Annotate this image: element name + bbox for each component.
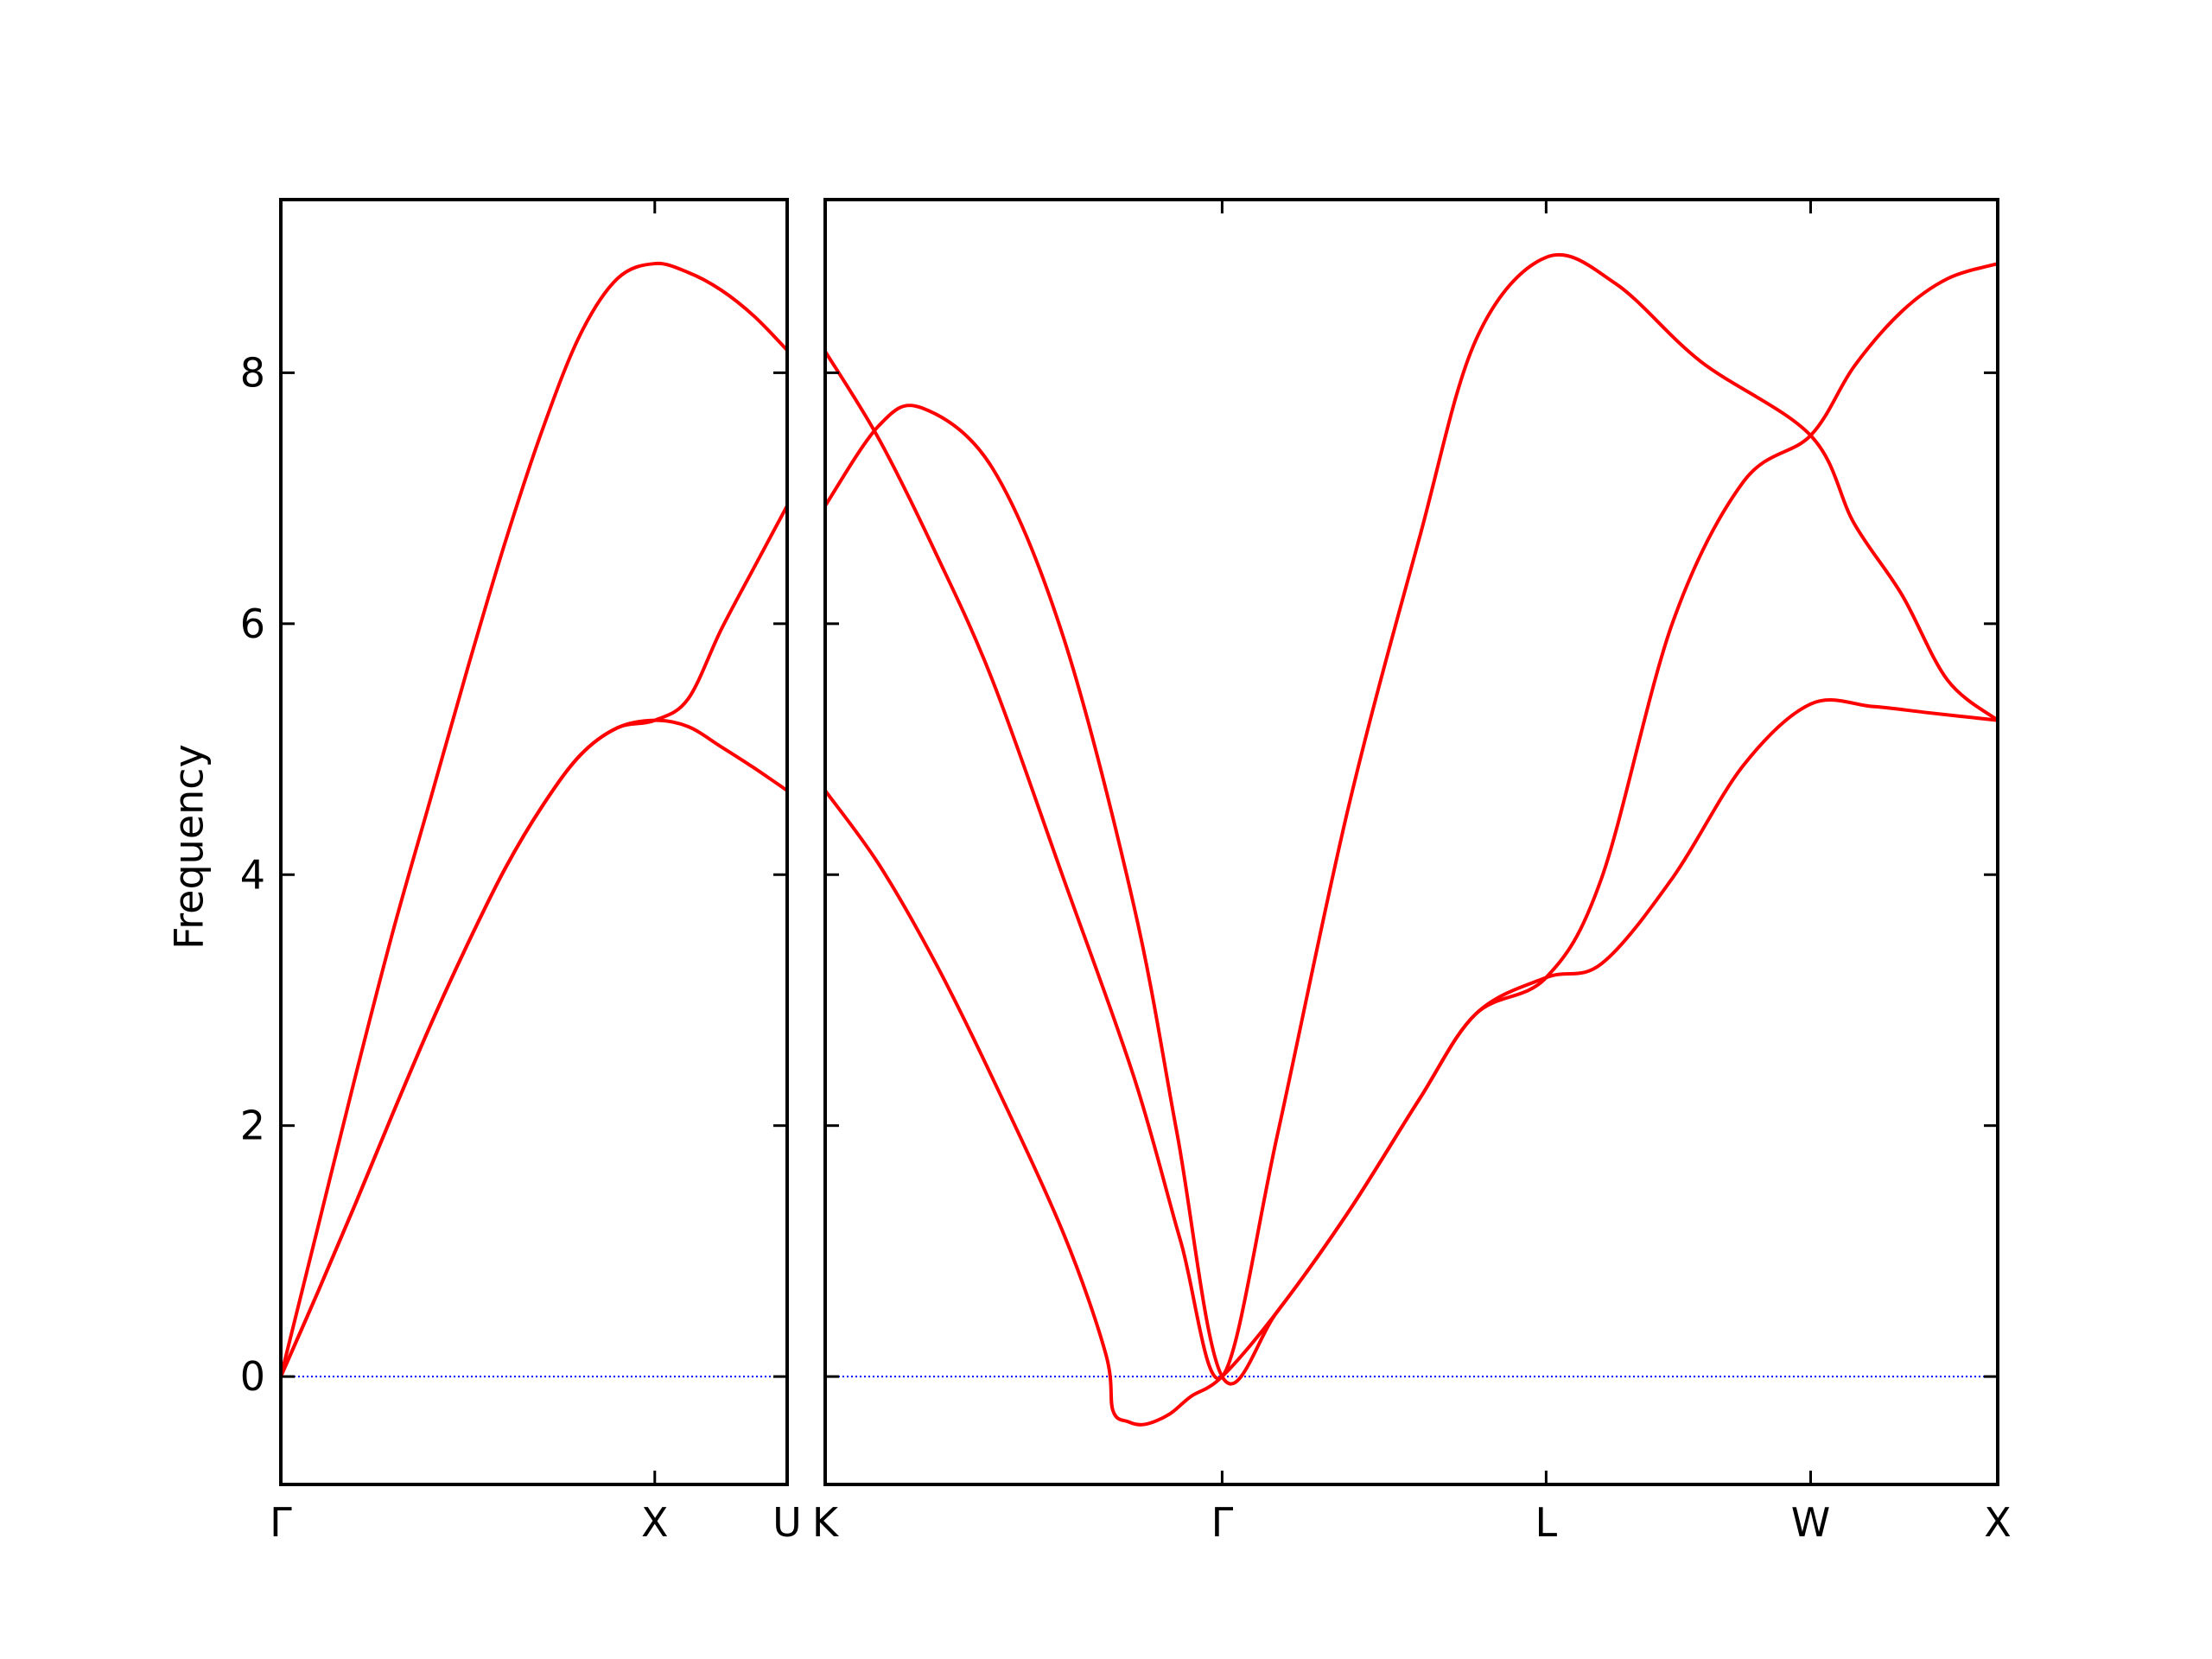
band-line bbox=[823, 698, 1999, 1427]
y-tick-label: 6 bbox=[240, 601, 265, 647]
band-line bbox=[279, 505, 789, 1377]
x-tick-label: Γ bbox=[270, 1499, 292, 1546]
x-tick-label: Γ bbox=[1211, 1499, 1234, 1546]
x-tick-label: U bbox=[772, 1499, 802, 1546]
y-tick-label: 0 bbox=[240, 1353, 265, 1400]
y-tick-label: 8 bbox=[240, 349, 265, 396]
band-line bbox=[279, 261, 789, 1377]
x-tick-label: W bbox=[1791, 1499, 1830, 1546]
band-line bbox=[823, 252, 1999, 1381]
x-tick-label: L bbox=[1535, 1499, 1558, 1546]
x-tick-label: X bbox=[1984, 1499, 2012, 1546]
x-tick-label: X bbox=[641, 1499, 669, 1546]
y-tick-label: 4 bbox=[240, 851, 265, 898]
x-tick-label: K bbox=[812, 1499, 840, 1546]
axes-frame bbox=[823, 198, 1999, 1486]
band-line bbox=[823, 262, 1999, 1386]
y-axis-label: Frequency bbox=[166, 744, 213, 950]
axes-frame bbox=[279, 198, 789, 1486]
y-tick-label: 2 bbox=[240, 1103, 265, 1149]
